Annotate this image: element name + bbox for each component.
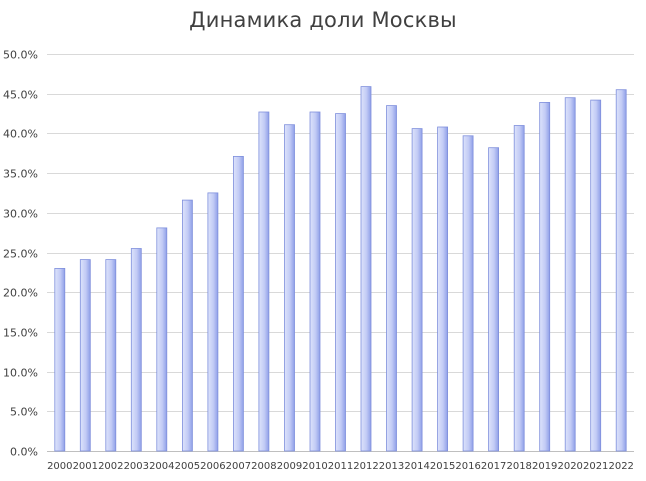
x-tick-label: 2009: [277, 461, 302, 472]
x-tick-label: 2017: [481, 461, 506, 472]
x-tick-label: 2008: [251, 461, 276, 472]
x-tick-label: 2007: [226, 461, 251, 472]
x-tick-label: 2001: [73, 461, 98, 472]
bar-2021: [590, 99, 602, 452]
y-tick-label: 35.0%: [3, 168, 38, 181]
bar-2019: [539, 102, 551, 452]
x-tick-label: 2002: [98, 461, 123, 472]
bars: [54, 86, 627, 452]
x-tick-label: 2006: [200, 461, 225, 472]
x-tick-label: 2011: [328, 461, 353, 472]
bar-2004: [156, 227, 168, 452]
bar-2003: [130, 248, 142, 452]
x-tick-label: 2013: [379, 461, 404, 472]
x-axis-tick-labels: 2000 2001 2002 2003 2004 2005 2006 2007 2008 2009…: [47, 461, 634, 472]
bar-2015: [437, 126, 449, 452]
x-tick-label: 2005: [175, 461, 200, 472]
y-tick-label: 20.0%: [3, 287, 38, 300]
bar-2020: [564, 97, 576, 452]
bar-2014: [411, 128, 423, 452]
bar-2022: [615, 89, 627, 452]
x-tick-label: 2014: [404, 461, 429, 472]
x-tick-label: 2012: [353, 461, 378, 472]
bar-2005: [181, 199, 193, 452]
y-tick-label: 5.0%: [10, 406, 38, 419]
x-tick-label: 2003: [124, 461, 149, 472]
x-tick-label: 2020: [557, 461, 582, 472]
y-tick-label: 15.0%: [3, 327, 38, 340]
bar-2002: [105, 259, 117, 452]
x-tick-label: 2004: [149, 461, 174, 472]
bar-2007: [232, 155, 244, 452]
y-tick-label: 45.0%: [3, 89, 38, 102]
x-tick-label: 2000: [47, 461, 72, 472]
y-tick-label: 40.0%: [3, 128, 38, 141]
x-tick-label: 2010: [302, 461, 327, 472]
bar-2011: [335, 113, 346, 452]
bar-2017: [488, 147, 500, 452]
y-tick-label: 50.0%: [3, 49, 38, 62]
bar-2018: [513, 125, 525, 452]
x-tick-label: 2019: [532, 461, 557, 472]
bar-2013: [386, 105, 397, 452]
x-tick-label: 2016: [455, 461, 480, 472]
y-tick-label: 30.0%: [3, 208, 38, 221]
bar-2006: [207, 192, 219, 452]
bar-2016: [462, 135, 474, 452]
y-tick-label: 25.0%: [3, 248, 38, 261]
bar-2000: [54, 267, 66, 452]
y-tick-label: 10.0%: [3, 367, 38, 380]
bar-2012: [360, 86, 372, 452]
bar-2008: [258, 111, 270, 452]
x-tick-label: 2022: [608, 461, 633, 472]
bar-2001: [79, 259, 91, 452]
bar-2010: [309, 111, 321, 452]
x-tick-label: 2018: [506, 461, 531, 472]
x-tick-label: 2021: [583, 461, 608, 472]
x-tick-label: 2015: [430, 461, 455, 472]
chart-title: Динамика доли Москвы: [189, 8, 457, 32]
y-axis-tick-labels: 0.0% 5.0% 10.0% 15.0% 20.0% 25.0% 30.0% 35.0% 40…: [3, 49, 38, 459]
y-tick-label: 0.0%: [10, 446, 38, 459]
bar-2009: [284, 124, 295, 452]
